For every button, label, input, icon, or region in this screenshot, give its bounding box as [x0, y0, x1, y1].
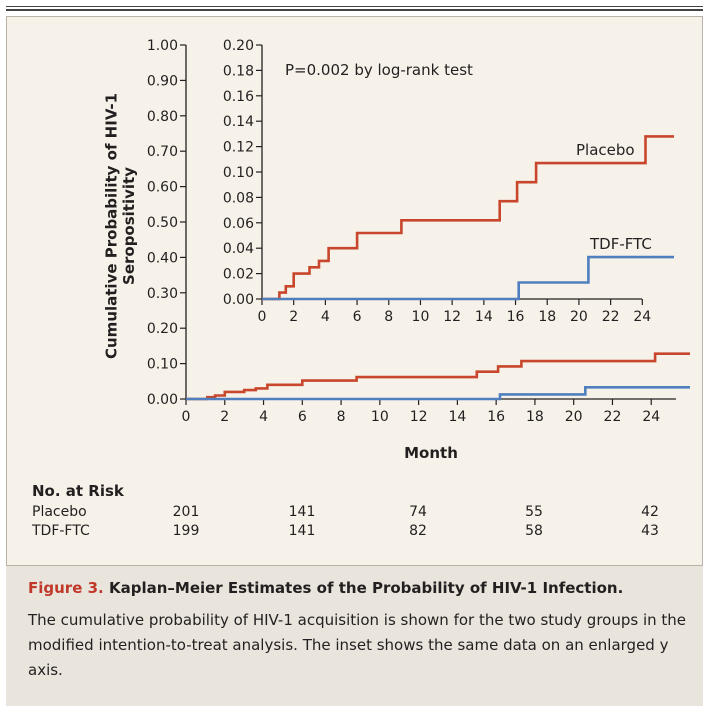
main-x-tick-label: 6 [298, 409, 307, 425]
inset-y-tick-label: 0.06 [223, 216, 254, 232]
main-x-tick-label: 8 [337, 409, 346, 425]
risk-cell: 42 [641, 504, 659, 520]
inset-x-tick-label: 2 [289, 309, 298, 325]
y-axis-label-line: Seropositivity [120, 167, 138, 285]
main-y-tick-label: 1.00 [147, 38, 178, 54]
risk-cell: 74 [409, 504, 427, 520]
inset-x-tick-label: 20 [570, 309, 588, 325]
header-rule-thick [6, 9, 703, 11]
risk-cell: 55 [525, 504, 543, 520]
main-y-tick-label: 0.50 [147, 215, 178, 231]
main-x-tick-label: 16 [487, 409, 505, 425]
risk-cell: 58 [525, 523, 543, 539]
inset-y-tick-label: 0.14 [223, 114, 254, 130]
p-value-annotation: P=0.002 by log-rank test [285, 61, 473, 79]
inset-y-tick-label: 0.02 [223, 267, 254, 283]
inset-x-tick-label: 4 [321, 309, 330, 325]
risk-table-title: No. at Risk [32, 482, 124, 500]
x-axis-label: Month [404, 444, 458, 462]
main-x-tick-label: 12 [410, 409, 428, 425]
caption-title: Figure 3. Kaplan–Meier Estimates of the … [28, 579, 623, 597]
inset-y-tick-label: 0.18 [223, 63, 254, 79]
inset-series-placebo [262, 135, 674, 301]
main-axes: 0.00 0.10 0.20 0.30 0.40 0.50 0.60 0.70 0.80 0.90… [147, 38, 690, 425]
risk-row-label: TDF-FTC [32, 523, 90, 539]
inset-axes: 0.00 0.02 0.04 0.06 0.08 0.10 0.12 0.14 0.16 0.18… [223, 38, 674, 325]
main-x-tick-label: 0 [182, 409, 191, 425]
main-y-tick-label: 0.40 [147, 250, 178, 266]
inset-label-placebo: Placebo [576, 141, 635, 159]
main-series-tdf-ftc [186, 386, 690, 401]
main-y-tick-label: 0.30 [147, 286, 178, 302]
inset-x-tick-label: 0 [258, 309, 267, 325]
y-axis-label-line: Cumulative Probability of HIV-1 [103, 93, 121, 359]
risk-cell: 201 [172, 504, 200, 520]
inset-x-tick-label: 8 [384, 309, 393, 325]
risk-cell: 141 [288, 523, 316, 539]
inset-y-tick-label: 0.16 [223, 89, 254, 105]
main-y-tick-label: 0.60 [147, 180, 178, 196]
main-series-placebo [186, 352, 690, 401]
risk-cell: 199 [172, 523, 200, 539]
risk-row-label: Placebo [32, 504, 87, 520]
inset-x-tick-label: 10 [412, 309, 430, 325]
inset-x-tick-label: 18 [538, 309, 556, 325]
main-x-tick-label: 22 [604, 409, 622, 425]
figure-title: Kaplan–Meier Estimates of the Probabilit… [108, 579, 624, 597]
main-y-tick-label: 0.90 [147, 73, 178, 89]
inset-y-tick-label: 0.12 [223, 140, 254, 156]
inset-y-tick-label: 0.08 [223, 190, 254, 206]
inset-x-tick-label: 16 [507, 309, 525, 325]
main-y-tick-label: 0.70 [147, 144, 178, 160]
inset-y-tick-label: 0.04 [223, 241, 254, 257]
main-x-tick-label: 10 [371, 409, 389, 425]
main-y-tick-label: 0.20 [147, 321, 178, 337]
caption-body: The cumulative probability of HIV-1 acqu… [28, 611, 687, 679]
risk-cell: 141 [288, 504, 316, 520]
main-y-tick-label: 0.10 [147, 357, 178, 373]
inset-x-tick-label: 22 [602, 309, 620, 325]
inset-y-tick-label: 0.00 [223, 292, 254, 308]
inset-series-tdf-ftc [262, 255, 674, 301]
inset-x-tick-label: 14 [475, 309, 493, 325]
risk-cell: 43 [641, 523, 659, 539]
main-x-tick-label: 4 [259, 409, 268, 425]
caption-box [6, 565, 703, 706]
main-y-tick-label: 0.00 [147, 392, 178, 408]
inset-label-tdf-ftc: TDF-FTC [589, 235, 652, 253]
main-x-tick-label: 14 [448, 409, 466, 425]
main-y-tick-label: 0.80 [147, 109, 178, 125]
risk-cell: 82 [409, 523, 427, 539]
inset-x-tick-label: 12 [443, 309, 461, 325]
inset-y-tick-label: 0.10 [223, 165, 254, 181]
inset-x-tick-label: 24 [633, 309, 651, 325]
inset-y-tick-label: 0.20 [223, 38, 254, 54]
main-x-tick-label: 24 [642, 409, 660, 425]
main-x-tick-label: 2 [220, 409, 229, 425]
figure-label: Figure 3. [28, 579, 104, 597]
main-x-tick-label: 18 [526, 409, 544, 425]
header-rule-thin [6, 6, 703, 7]
main-x-tick-label: 20 [565, 409, 583, 425]
y-axis-label: Cumulative Probability of HIV-1Seroposit… [103, 93, 138, 359]
inset-x-tick-label: 6 [353, 309, 362, 325]
